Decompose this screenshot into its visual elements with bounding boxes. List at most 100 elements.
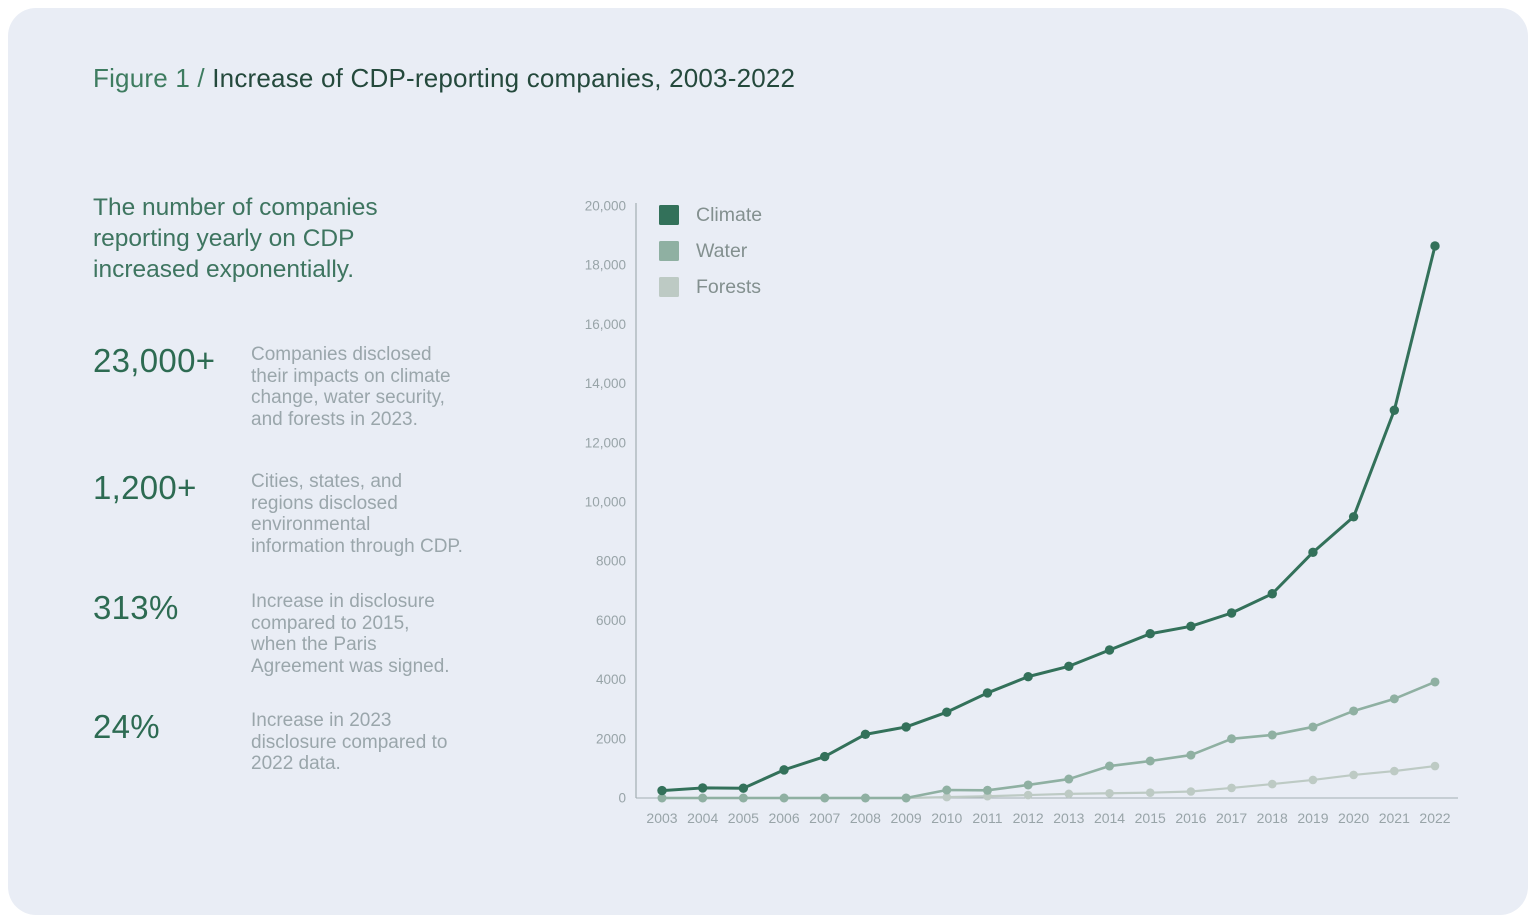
data-point-forests <box>1145 788 1155 797</box>
data-point-water <box>1186 750 1196 760</box>
x-axis-tick-label: 2015 <box>1135 810 1166 826</box>
data-point-climate <box>738 783 749 793</box>
x-axis-tick-label: 2004 <box>687 810 718 826</box>
data-point-forests <box>1186 787 1196 796</box>
legend-label-climate: Climate <box>696 204 762 226</box>
y-axis-tick-label: 0 <box>618 791 626 806</box>
figure-title-text: Increase of CDP-reporting companies, 200… <box>204 63 796 93</box>
x-axis-tick-label: 2005 <box>728 810 759 826</box>
data-point-forests <box>1308 775 1318 785</box>
data-point-water <box>1023 780 1033 790</box>
stat-description: Companies disclosed their impacts on cli… <box>251 344 451 430</box>
x-axis-tick-label: 2018 <box>1257 810 1288 826</box>
data-point-forests <box>1105 788 1114 798</box>
data-point-climate <box>1308 547 1318 558</box>
x-axis-tick-label: 2020 <box>1338 810 1369 826</box>
data-point-climate <box>1389 405 1400 415</box>
data-point-climate <box>1267 589 1277 599</box>
x-axis-tick-label: 2012 <box>1013 810 1044 826</box>
data-point-water <box>1430 677 1440 687</box>
data-point-climate <box>1104 645 1115 655</box>
stat-description: Cities, states, and regions disclosed en… <box>251 471 463 557</box>
data-point-forests <box>1064 789 1074 799</box>
y-axis-tick-label: 18,000 <box>585 258 626 273</box>
x-axis-tick-label: 2014 <box>1094 810 1125 826</box>
x-axis-tick-label: 2021 <box>1379 810 1410 826</box>
data-point-climate <box>657 785 667 796</box>
data-point-water <box>1064 774 1074 784</box>
data-point-climate <box>860 729 871 740</box>
series-line-water <box>660 680 1437 800</box>
data-point-climate <box>1226 608 1237 618</box>
data-point-forests <box>1227 783 1236 793</box>
data-point-water <box>860 793 870 803</box>
x-axis-tick-label: 2007 <box>809 810 840 826</box>
data-point-water <box>1349 706 1359 716</box>
data-point-climate <box>779 765 789 775</box>
data-point-water <box>942 785 952 795</box>
y-axis-tick-label: 14,000 <box>585 376 626 391</box>
y-axis-tick-label: 4000 <box>596 672 626 687</box>
x-axis-tick-label: 2003 <box>646 810 677 826</box>
stat-value: 1,200+ <box>93 469 197 506</box>
figure-card: Figure 1 / Increase of CDP-reporting com… <box>8 8 1528 915</box>
stat-value: 23,000+ <box>93 342 216 379</box>
data-point-climate <box>1064 661 1074 671</box>
legend-swatch-forests <box>659 277 679 297</box>
series-line-climate <box>660 244 1437 793</box>
x-axis-tick-label: 2009 <box>891 810 922 826</box>
data-point-water <box>738 793 748 803</box>
data-point-climate <box>820 751 830 762</box>
data-point-forests <box>1430 761 1440 771</box>
figure-title: Figure 1 / Increase of CDP-reporting com… <box>93 63 795 94</box>
data-point-water <box>1308 722 1318 732</box>
x-axis-tick-label: 2008 <box>850 810 881 826</box>
data-point-water <box>901 793 911 803</box>
data-point-water <box>1267 730 1277 740</box>
chart-svg: 0 2000 4000 6000 8000 10,000 12,000 14,000 16,00… <box>585 199 1458 826</box>
line-chart: 0 2000 4000 6000 8000 10,000 12,000 14,000 16,00… <box>578 193 1498 853</box>
x-axis-tick-label: 2006 <box>768 810 799 826</box>
data-point-climate <box>942 707 952 717</box>
x-axis-tick-label: 2019 <box>1297 810 1328 826</box>
data-point-climate <box>1348 512 1359 522</box>
data-point-water <box>820 793 830 803</box>
y-axis-tick-label: 2000 <box>596 731 626 746</box>
data-point-climate <box>697 783 708 793</box>
legend-swatch-water <box>659 241 679 261</box>
y-axis-tick-label: 6000 <box>596 613 626 628</box>
y-axis-tick-label: 16,000 <box>585 317 626 332</box>
x-axis-tick-label: 2017 <box>1216 810 1247 826</box>
x-axis-tick-label: 2011 <box>972 810 1002 826</box>
y-axis-tick-label: 10,000 <box>585 495 626 510</box>
data-point-climate <box>1186 621 1196 632</box>
data-point-climate <box>1430 241 1440 251</box>
data-point-climate <box>901 722 911 732</box>
stat-value: 24% <box>93 708 160 745</box>
data-point-forests <box>1023 790 1033 800</box>
data-point-water <box>698 793 708 803</box>
x-axis-tick-label: 2022 <box>1419 810 1450 826</box>
stat-description: Increase in disclosure compared to 2015,… <box>251 591 450 677</box>
y-axis-tick-label: 12,000 <box>585 435 626 450</box>
data-point-forests <box>1390 766 1399 776</box>
y-axis-tick-label: 8000 <box>596 554 626 569</box>
data-point-climate <box>982 688 993 698</box>
x-axis-tick-label: 2016 <box>1175 810 1206 826</box>
data-point-water <box>1389 694 1399 704</box>
legend-label-water: Water <box>696 240 748 262</box>
legend-swatch-climate <box>659 205 679 225</box>
stat-value: 313% <box>93 589 179 626</box>
data-point-water <box>657 793 667 803</box>
y-axis-tick-label: 20,000 <box>585 199 626 214</box>
data-point-climate <box>1023 671 1033 682</box>
intro-text: The number of companies reporting yearly… <box>93 194 378 283</box>
x-axis-tick-label: 2013 <box>1053 810 1084 826</box>
data-point-water <box>1105 761 1115 771</box>
data-point-forests <box>1267 779 1277 789</box>
data-point-climate <box>1145 629 1155 639</box>
data-point-water <box>982 785 992 795</box>
data-point-forests <box>942 792 952 802</box>
legend-label-forests: Forests <box>696 276 761 298</box>
data-point-water <box>1227 734 1237 744</box>
